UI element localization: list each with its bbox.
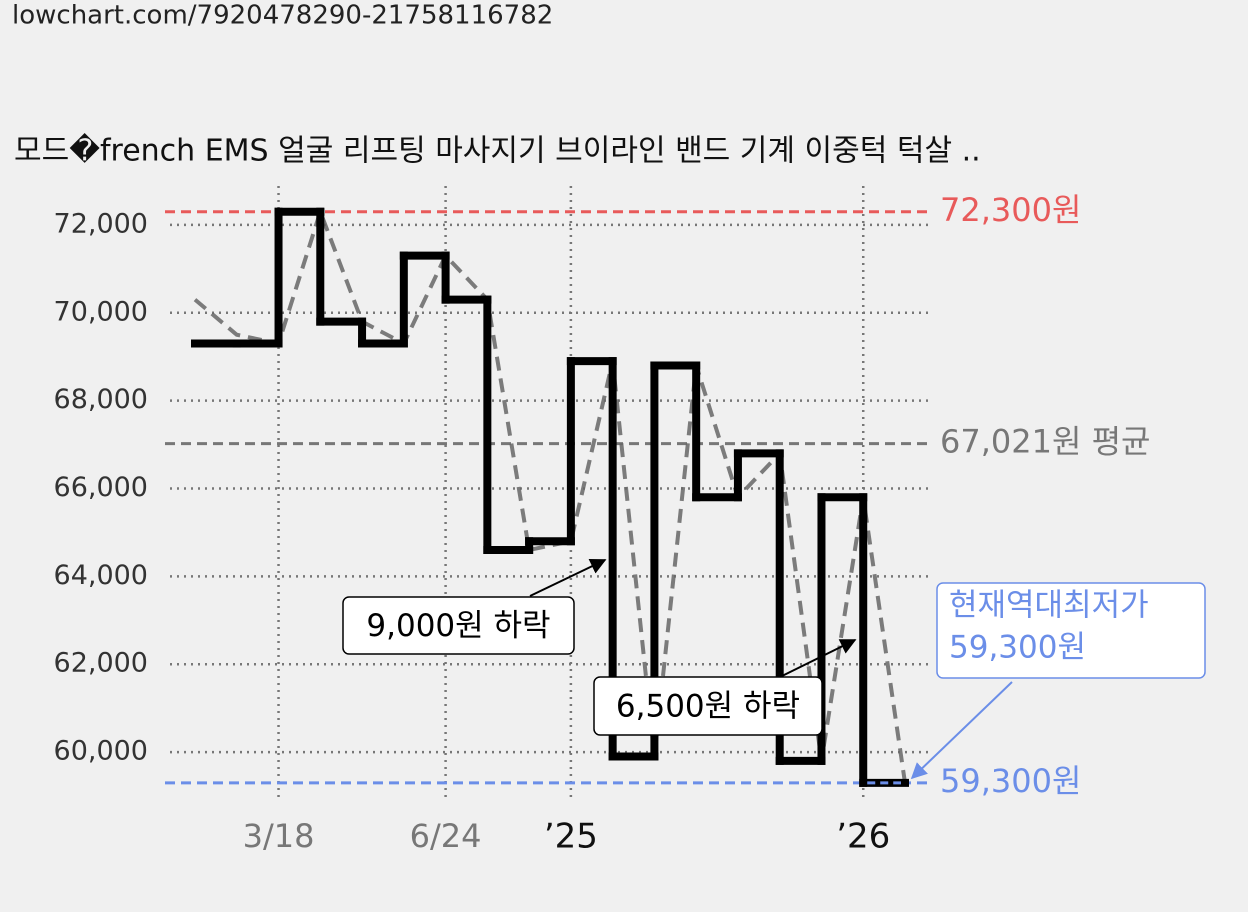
y-tick-label: 68,000 xyxy=(54,384,148,415)
y-tick-label: 60,000 xyxy=(54,736,148,767)
trend-line xyxy=(193,205,907,784)
y-tick-label: 64,000 xyxy=(54,560,148,591)
x-tick-label: ’26 xyxy=(836,817,890,857)
reference-label: 67,021원 평균 xyxy=(940,423,1150,461)
annotation-arrow xyxy=(781,639,857,677)
annotation-text: 6,500원 하락 xyxy=(616,689,800,725)
annotation-box xyxy=(342,596,575,655)
y-tick-label: 72,000 xyxy=(54,208,148,239)
x-tick-label: 6/24 xyxy=(410,817,482,855)
annotation-text: 59,300원 xyxy=(949,630,1086,666)
y-tick-label: 62,000 xyxy=(54,648,148,679)
annotation-arrow xyxy=(529,559,607,597)
x-tick-label: 3/18 xyxy=(243,817,315,855)
annotation-arrow xyxy=(910,681,1013,780)
annotation-text: 9,000원 하락 xyxy=(366,608,550,644)
reference-label: 59,300원 xyxy=(940,762,1081,800)
x-tick-label: ’25 xyxy=(544,817,598,857)
annotation-box xyxy=(593,676,823,736)
chart-title: 모드�french EMS 얼굴 리프팅 마사지기 브이라인 밴드 기계 이중턱… xyxy=(14,133,981,169)
y-tick-label: 70,000 xyxy=(54,296,148,327)
url: lowchart.com/7920478290-21758116782 xyxy=(12,1,553,31)
annotation-text: 현재역대최저가 xyxy=(949,588,1149,624)
annotation-box xyxy=(936,582,1206,679)
reference-label: 72,300원 xyxy=(940,191,1081,229)
y-tick-label: 66,000 xyxy=(54,472,148,503)
